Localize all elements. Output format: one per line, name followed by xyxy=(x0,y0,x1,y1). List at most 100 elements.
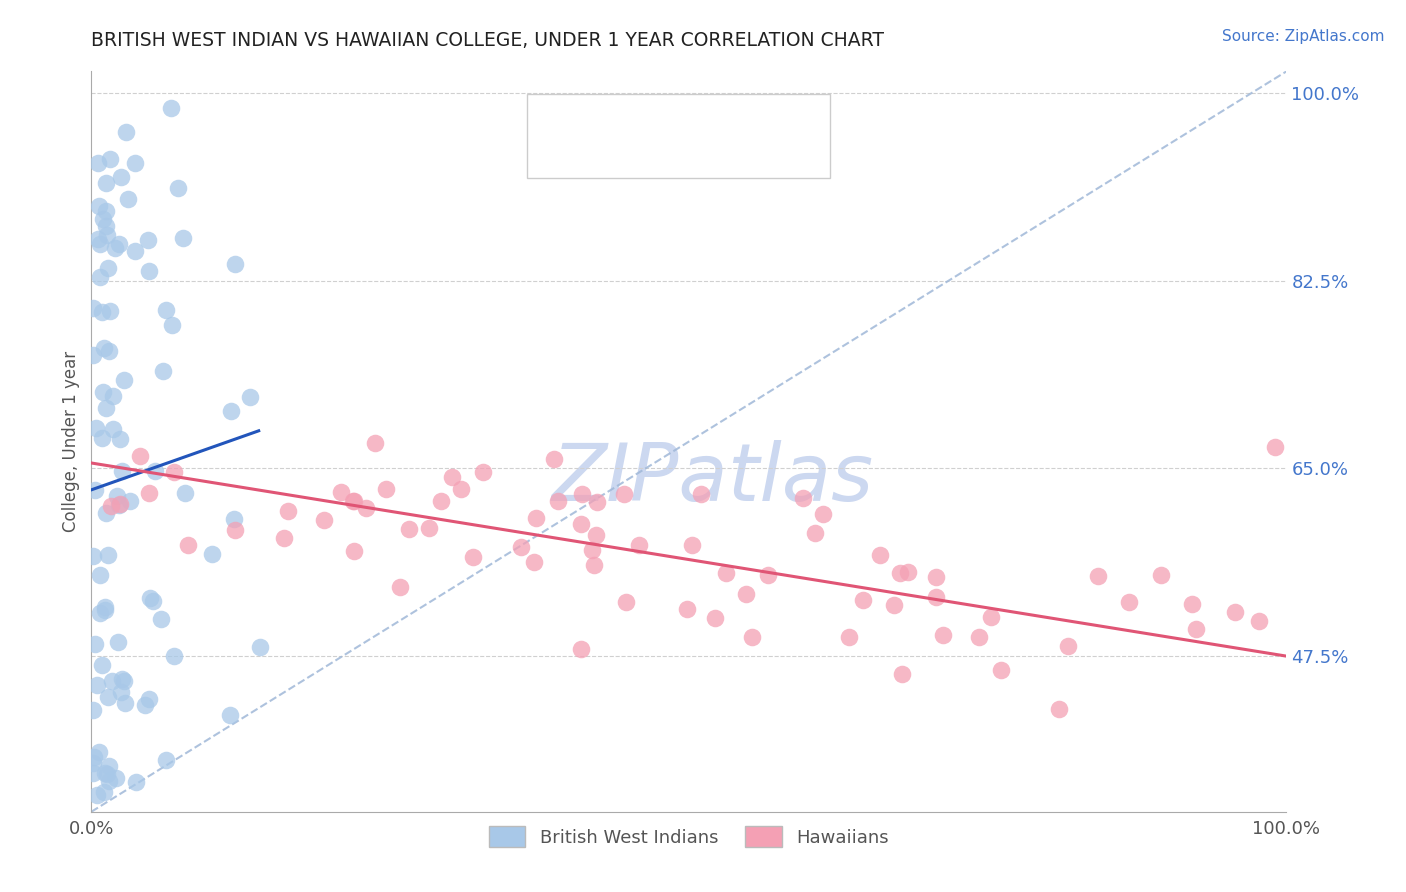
Point xyxy=(107,237,129,252)
Point xyxy=(96,767,118,781)
Point xyxy=(714,566,737,581)
Point xyxy=(219,708,242,723)
Point xyxy=(96,260,118,275)
Point xyxy=(889,566,911,581)
Point xyxy=(100,500,122,514)
Point xyxy=(87,156,110,170)
Point xyxy=(96,228,118,243)
Point xyxy=(582,558,605,573)
Point xyxy=(343,493,366,508)
Point xyxy=(93,600,115,615)
Point xyxy=(82,766,104,780)
Point xyxy=(1047,702,1070,716)
Point xyxy=(98,343,121,358)
Legend: British West Indians, Hawaiians: British West Indians, Hawaiians xyxy=(482,819,896,855)
Point xyxy=(124,155,146,169)
Point xyxy=(522,555,544,569)
Point xyxy=(163,649,186,664)
Point xyxy=(509,541,531,555)
Point xyxy=(96,204,118,219)
Point xyxy=(104,241,127,255)
Point xyxy=(96,401,118,416)
Point xyxy=(356,500,378,515)
Point xyxy=(128,450,150,464)
Point xyxy=(82,348,104,362)
Point xyxy=(1118,595,1140,609)
Point xyxy=(398,522,420,536)
Point xyxy=(87,745,110,759)
Point xyxy=(741,630,763,644)
Point xyxy=(160,102,183,116)
Point xyxy=(111,672,134,686)
Point xyxy=(110,685,132,699)
Point xyxy=(138,486,160,500)
Point xyxy=(93,785,115,799)
Point xyxy=(167,180,190,194)
Point xyxy=(112,373,135,387)
Point xyxy=(149,612,172,626)
Point xyxy=(547,494,569,508)
Text: R =  0.114   N = 92: R = 0.114 N = 92 xyxy=(585,117,761,135)
Point xyxy=(897,565,920,579)
Point xyxy=(312,513,335,527)
Point xyxy=(115,125,138,139)
Point xyxy=(82,301,104,316)
Point xyxy=(925,570,948,584)
Point xyxy=(627,538,650,552)
Point xyxy=(155,753,177,767)
Point xyxy=(83,750,105,764)
Point xyxy=(364,436,387,450)
Point xyxy=(585,494,607,508)
Point xyxy=(703,610,725,624)
Point xyxy=(107,635,129,649)
Point xyxy=(94,219,117,233)
Point xyxy=(124,244,146,258)
Point xyxy=(83,637,105,651)
Point xyxy=(924,590,946,604)
Point xyxy=(86,678,108,692)
Point xyxy=(869,548,891,562)
Point xyxy=(1264,440,1286,454)
Point xyxy=(172,231,194,245)
Point xyxy=(838,631,860,645)
Point xyxy=(219,404,242,418)
Point xyxy=(84,421,107,435)
Point xyxy=(105,489,128,503)
Point xyxy=(430,493,453,508)
Point xyxy=(83,483,105,497)
Point xyxy=(91,305,114,319)
Point xyxy=(811,507,834,521)
Point xyxy=(134,698,156,712)
Point xyxy=(103,422,125,436)
Point xyxy=(94,176,117,190)
Point xyxy=(155,303,177,318)
Point xyxy=(461,549,484,564)
Point xyxy=(883,598,905,612)
Point xyxy=(117,192,139,206)
Point xyxy=(375,483,398,497)
Point xyxy=(101,389,124,403)
Point xyxy=(967,630,990,644)
Point xyxy=(89,567,111,582)
Point xyxy=(690,487,713,501)
Text: R = -0.265   N = 74: R = -0.265 N = 74 xyxy=(585,151,762,169)
Point xyxy=(224,524,246,538)
Point xyxy=(1057,639,1080,653)
Point xyxy=(569,642,592,657)
Point xyxy=(330,485,353,500)
Point xyxy=(112,673,135,688)
Point xyxy=(616,595,638,609)
Point xyxy=(87,199,110,213)
Point xyxy=(177,538,200,552)
Point xyxy=(100,674,122,689)
Point xyxy=(543,452,565,467)
Point xyxy=(136,233,159,247)
Point xyxy=(114,696,136,710)
Point xyxy=(100,153,122,167)
Point xyxy=(125,774,148,789)
Point xyxy=(163,466,186,480)
Point xyxy=(89,270,111,285)
Point xyxy=(145,464,167,478)
Point xyxy=(108,497,131,511)
Point xyxy=(98,304,121,318)
